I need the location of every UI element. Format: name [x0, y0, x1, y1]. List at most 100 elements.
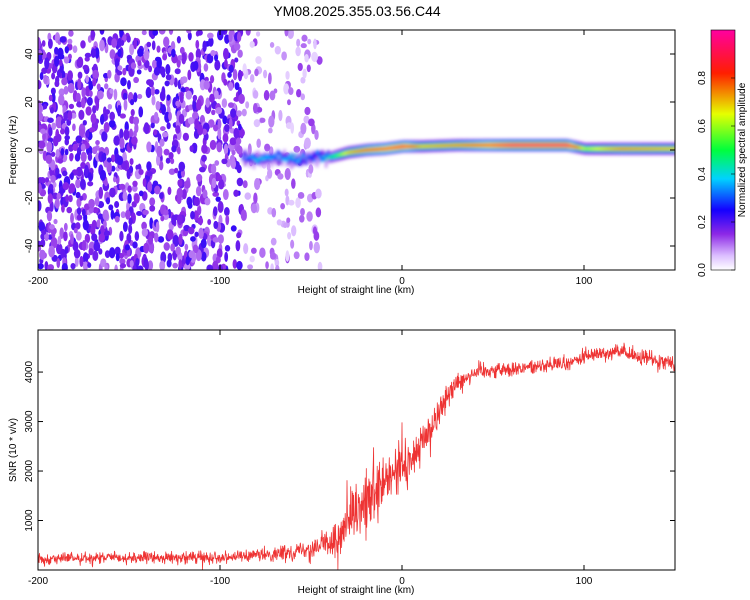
- spectrogram-ridge-cell: [309, 156, 313, 165]
- spectrogram-noise-cell: [75, 191, 81, 199]
- snr-series-line: [38, 342, 675, 570]
- spectrogram-noise-cell: [138, 106, 144, 118]
- spectrogram-noise-cell: [315, 188, 322, 199]
- spectrogram-noise-cell: [82, 261, 89, 270]
- spectrogram-ridge-cell: [241, 155, 245, 161]
- spectrogram-ridge-cell: [656, 147, 660, 151]
- spectrogram-ridge-cell: [519, 143, 522, 147]
- spectrogram-x-tick-label: -100: [210, 276, 230, 287]
- spectrogram-noise-cell: [235, 137, 242, 145]
- spectrogram-noise-cell: [59, 227, 64, 240]
- spectrogram-noise-cell: [86, 96, 93, 106]
- spectrogram-ridge-cell: [431, 144, 435, 148]
- spectrogram-noise-cell: [166, 122, 171, 130]
- spectrogram-ridge-cell: [543, 143, 546, 147]
- spectrogram-noise-cell: [316, 56, 323, 65]
- spectrogram-noise-cell: [146, 41, 152, 48]
- spectrogram-noise-cell: [65, 194, 69, 203]
- spectrogram-noise-cell: [268, 115, 275, 128]
- spectrogram-ridge-cell: [586, 147, 590, 151]
- spectrogram-noise-cell: [90, 48, 97, 58]
- spectrogram-ridge-cell: [364, 148, 367, 152]
- spectrogram-ridge-cell: [285, 156, 289, 162]
- spectrogram-noise-cell: [106, 157, 112, 163]
- spectrogram-noise-cell: [111, 38, 118, 48]
- spectrogram-noise-cell: [300, 93, 306, 101]
- spectrogram-noise-cell: [253, 119, 261, 128]
- spectrogram-noise-cell: [284, 30, 289, 37]
- spectrogram-ridge-cell: [270, 154, 273, 160]
- spectrogram-ridge-cell: [499, 143, 503, 147]
- spectrogram-noise-cell: [214, 90, 219, 100]
- spectrogram-noise-cell: [85, 75, 90, 84]
- spectrogram-noise-cell: [184, 243, 189, 251]
- spectrogram-noise-cell: [223, 143, 229, 156]
- spectrogram-noise-cell: [38, 200, 42, 212]
- spectrogram-ridge-cell: [305, 158, 308, 161]
- spectrogram-ridge-cell: [475, 143, 479, 147]
- spectrogram-noise-cell: [269, 41, 275, 48]
- spectrogram-noise-cell: [168, 168, 176, 175]
- spectrogram-noise-cell: [224, 207, 230, 217]
- spectrogram-noise-cell: [114, 215, 120, 223]
- spectrogram-noise-cell: [222, 188, 229, 201]
- spectrogram-noise-cell: [268, 127, 273, 134]
- spectrogram-noise-cell: [143, 242, 150, 254]
- spectrogram-noise-cell: [215, 256, 221, 264]
- spectrogram-ridge-cell: [523, 143, 527, 147]
- spectrogram-noise-cell: [269, 90, 276, 101]
- spectrogram-noise-cell: [60, 128, 66, 135]
- spectrogram-noise-cell: [82, 119, 87, 126]
- spectrogram-ridge-cell: [372, 148, 376, 151]
- spectrogram-noise-cell: [133, 92, 138, 103]
- spectrogram-noise-cell: [104, 264, 109, 270]
- spectrogram-ridge-cell: [254, 159, 258, 163]
- spectrogram-noise-cell: [196, 173, 203, 182]
- spectrogram-noise-cell: [45, 154, 53, 165]
- spectrogram-noise-cell: [46, 141, 53, 153]
- spectrogram-noise-cell: [97, 213, 104, 220]
- spectrogram-noise-cell: [263, 90, 270, 101]
- spectrogram-noise-cell: [75, 178, 81, 189]
- spectrogram-noise-cell: [82, 64, 89, 71]
- spectrogram-noise-cell: [190, 210, 195, 220]
- spectrogram-noise-cell: [141, 30, 147, 36]
- spectrogram-noise-cell: [158, 160, 164, 171]
- spectrogram-noise-cell: [217, 200, 224, 213]
- spectrogram-noise-cell: [163, 242, 170, 251]
- spectrogram-ridge-cell: [259, 156, 262, 159]
- spectrogram-noise-cell: [129, 158, 134, 166]
- spectrogram-ridge-cell: [322, 156, 326, 162]
- spectrogram-noise-cell: [175, 125, 181, 134]
- spectrogram-noise-cell: [144, 260, 149, 270]
- spectrogram-noise-cell: [41, 229, 47, 235]
- spectrogram-noise-cell: [209, 139, 217, 151]
- snr-background: [38, 330, 675, 570]
- spectrogram-noise-cell: [95, 99, 100, 112]
- spectrogram-noise-cell: [228, 64, 234, 73]
- spectrogram-noise-cell: [201, 144, 208, 154]
- spectrogram-noise-cell: [38, 100, 42, 109]
- spectrogram-noise-cell: [175, 246, 182, 255]
- spectrogram-ridge-cell: [449, 144, 452, 147]
- spectrogram-noise-cell: [215, 196, 221, 202]
- spectrogram-noise-cell: [75, 92, 81, 104]
- spectrogram-noise-cell: [113, 135, 121, 146]
- spectrogram-noise-cell: [75, 231, 82, 241]
- spectrogram-ridge-cell: [300, 154, 304, 157]
- spectrogram-noise-cell: [108, 204, 114, 211]
- spectrogram-noise-cell: [109, 111, 116, 121]
- spectrogram-noise-cell: [48, 94, 53, 102]
- spectrogram-noise-cell: [107, 69, 112, 79]
- spectrogram-noise-cell: [199, 166, 206, 173]
- spectrogram-ridge-cell: [473, 143, 476, 147]
- spectrogram-noise-cell: [156, 45, 161, 53]
- spectrogram-noise-cell: [212, 124, 219, 132]
- spectrogram-noise-cell: [136, 210, 143, 217]
- spectrogram-ridge-cell: [270, 157, 273, 161]
- spectrogram-ridge-cell: [484, 143, 487, 147]
- spectrogram-ridge-cell: [257, 158, 260, 161]
- spectrogram-noise-cell: [255, 31, 261, 37]
- spectrogram-noise-cell: [165, 157, 171, 164]
- spectrogram-noise-cell: [55, 119, 61, 128]
